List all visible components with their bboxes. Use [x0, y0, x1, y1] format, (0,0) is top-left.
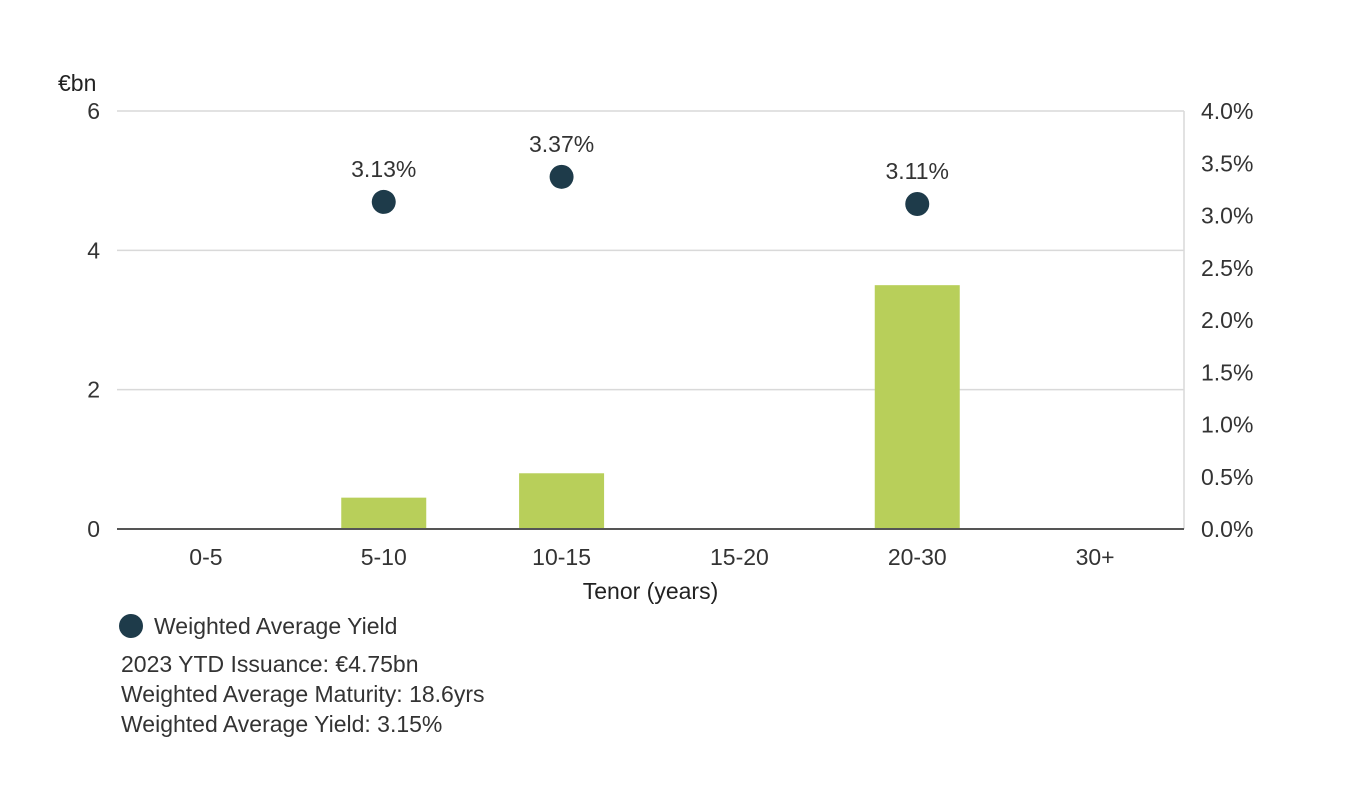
issuance-note: 2023 YTD Issuance: €4.75bn: [121, 651, 419, 677]
y-axis-title: €bn: [58, 70, 96, 96]
x-tick-label: 0-5: [189, 544, 222, 570]
yield-point: [905, 192, 930, 217]
y2-tick-label: 2.0%: [1201, 307, 1253, 333]
y2-tick-label: 2.5%: [1201, 255, 1253, 281]
bar: [519, 473, 605, 529]
summary-notes: 2023 YTD Issuance: €4.75bn Weighted Aver…: [121, 649, 485, 739]
data-label: 3.11%: [885, 158, 949, 184]
y-tick-label: 2: [87, 377, 100, 403]
x-tick-label: 5-10: [361, 544, 407, 570]
x-tick-label: 30+: [1076, 544, 1115, 570]
y2-tick-label: 1.5%: [1201, 359, 1253, 385]
x-tick-label: 20-30: [888, 544, 947, 570]
y2-tick-label: 1.0%: [1201, 412, 1253, 438]
y2-tick-label: 3.0%: [1201, 203, 1253, 229]
yield-point: [549, 164, 574, 189]
data-label: 3.37%: [529, 131, 594, 157]
y-tick-label: 4: [87, 237, 100, 263]
legend-label: Weighted Average Yield: [154, 612, 398, 639]
maturity-note: Weighted Average Maturity: 18.6yrs: [121, 681, 485, 707]
y2-tick-label: 3.5%: [1201, 150, 1253, 176]
y2-tick-label: 4.0%: [1201, 98, 1253, 124]
y-tick-label: 6: [87, 98, 100, 124]
y2-tick-label: 0.0%: [1201, 516, 1253, 542]
yield-point: [371, 189, 396, 214]
y2-tick-label: 0.5%: [1201, 464, 1253, 490]
legend-dot-icon: [119, 614, 143, 638]
y-tick-label: 0: [87, 516, 100, 542]
x-tick-label: 10-15: [532, 544, 591, 570]
yield-note: Weighted Average Yield: 3.15%: [121, 711, 443, 737]
bar: [341, 497, 427, 529]
x-axis-title: Tenor (years): [583, 578, 718, 604]
bar: [874, 285, 960, 529]
data-label: 3.13%: [351, 156, 416, 182]
chart-legend: Weighted Average Yield: [119, 611, 397, 641]
x-tick-label: 15-20: [710, 544, 769, 570]
